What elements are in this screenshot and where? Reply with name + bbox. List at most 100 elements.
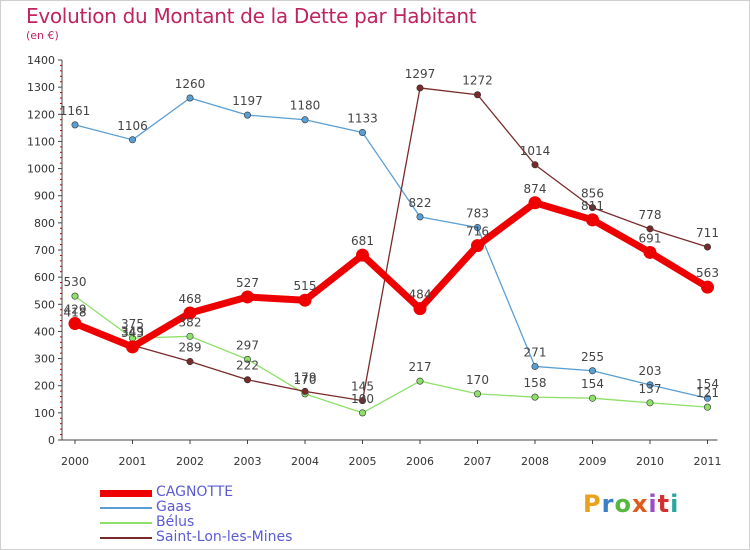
logo-letter: i	[670, 490, 680, 518]
data-point-gaas	[416, 213, 424, 221]
data-point-gaas	[473, 223, 481, 231]
y-tick-label: 1100	[27, 135, 55, 148]
y-tick-label: 400	[34, 325, 55, 338]
data-label-cagnotte: 484	[409, 288, 432, 302]
y-tick-label: 1300	[27, 81, 55, 94]
data-label-belus: 154	[581, 377, 604, 391]
series-line-cagnotte	[71, 199, 711, 351]
data-point-belus	[416, 377, 424, 385]
data-point-saint-lon	[301, 387, 309, 395]
data-point-cagnotte	[298, 293, 312, 307]
data-point-saint-lon	[531, 161, 539, 169]
data-point-cagnotte	[471, 239, 484, 253]
data-label-saint-lon: 1014	[520, 144, 551, 158]
y-tick-label: 1000	[27, 163, 55, 176]
y-tick-label: 500	[34, 298, 55, 311]
data-label-gaas: 1197	[232, 94, 263, 108]
data-label-belus: 382	[179, 315, 202, 329]
y-tick-label: 800	[34, 217, 55, 230]
data-label-cagnotte: 429	[64, 303, 87, 317]
data-point-saint-lon	[186, 358, 194, 366]
legend-swatch	[100, 507, 152, 509]
data-label-belus: 375	[121, 317, 144, 331]
logo-letter: t	[657, 490, 671, 518]
data-point-cagnotte	[126, 340, 139, 354]
x-tick-label: 2002	[176, 455, 204, 468]
logo-letter: o	[614, 490, 632, 518]
data-label-cagnotte: 563	[696, 266, 719, 280]
data-point-belus	[186, 332, 194, 340]
logo-letter: x	[631, 490, 649, 518]
data-point-cagnotte	[413, 302, 427, 316]
data-label-belus: 137	[639, 382, 662, 396]
data-point-belus	[531, 393, 539, 401]
x-tick-label: 2007	[464, 455, 492, 468]
data-label-cagnotte: 691	[639, 231, 662, 245]
data-point-saint-lon	[416, 84, 424, 92]
data-label-saint-lon: 856	[581, 187, 604, 201]
data-label-gaas: 154	[696, 377, 719, 391]
data-label-belus: 170	[294, 373, 317, 387]
data-label-cagnotte: 527	[236, 276, 259, 290]
logo-letter: r	[601, 490, 615, 518]
data-label-cagnotte: 343	[121, 326, 144, 340]
x-tick-label: 2008	[521, 455, 549, 468]
x-tick-label: 2005	[349, 455, 377, 468]
legend-swatch	[100, 489, 152, 497]
data-label-gaas: 271	[524, 345, 547, 359]
data-label-belus: 158	[524, 376, 547, 390]
data-label-saint-lon: 222	[236, 359, 259, 373]
y-tick-label: 300	[34, 353, 55, 366]
data-label-saint-lon: 179	[294, 370, 317, 384]
data-point-saint-lon	[473, 91, 481, 99]
data-label-gaas: 1260	[175, 77, 206, 91]
y-tick-label: 700	[34, 244, 55, 257]
data-label-gaas: 1106	[117, 119, 148, 133]
data-label-gaas: 203	[639, 364, 662, 378]
data-point-gaas	[301, 116, 309, 124]
data-point-belus	[244, 355, 252, 363]
data-point-gaas	[71, 121, 79, 129]
y-tick-label: 900	[34, 190, 55, 203]
data-point-cagnotte	[241, 290, 254, 304]
data-point-gaas	[244, 111, 252, 119]
data-label-gaas: 1133	[347, 111, 378, 125]
data-label-cagnotte: 468	[179, 292, 202, 306]
legend-item-belus: Bélus	[100, 514, 360, 531]
legend-swatch	[100, 537, 152, 539]
data-point-cagnotte	[183, 306, 197, 320]
legend-label: Saint-Lon-les-Mines	[156, 529, 293, 545]
x-tick-label: 2003	[234, 455, 262, 468]
logo-letter: P	[583, 490, 602, 518]
data-label-saint-lon: 778	[639, 208, 662, 222]
data-point-saint-lon	[703, 243, 711, 251]
data-label-gaas: 1161	[60, 104, 91, 118]
data-label-saint-lon: 1272	[462, 74, 493, 88]
x-tick-label: 2009	[579, 455, 607, 468]
legend-item-gaas: Gaas	[100, 499, 360, 516]
data-point-gaas	[703, 394, 711, 402]
data-point-gaas	[186, 94, 194, 102]
data-label-cagnotte: 515	[294, 279, 317, 293]
series-line-gaas	[74, 97, 709, 399]
data-point-cagnotte	[586, 213, 599, 227]
y-tick-label: 100	[34, 407, 55, 420]
data-point-belus	[588, 394, 596, 402]
data-point-gaas	[588, 367, 596, 375]
x-tick-label: 2006	[406, 455, 434, 468]
data-point-gaas	[358, 128, 366, 136]
data-label-gaas: 783	[466, 206, 489, 220]
data-point-belus	[358, 409, 366, 417]
y-tick-label: 200	[34, 380, 55, 393]
legend-label: CAGNOTTE	[156, 484, 234, 500]
data-point-cagnotte	[528, 196, 542, 210]
data-label-saint-lon: 349	[121, 324, 144, 338]
data-point-gaas	[646, 381, 654, 389]
series-line-belus	[74, 295, 709, 414]
data-point-cagnotte	[643, 245, 657, 259]
data-label-cagnotte: 716	[466, 225, 489, 239]
data-label-belus: 170	[466, 373, 489, 387]
logo-letter: i	[648, 490, 658, 518]
x-tick-label: 2000	[61, 455, 89, 468]
